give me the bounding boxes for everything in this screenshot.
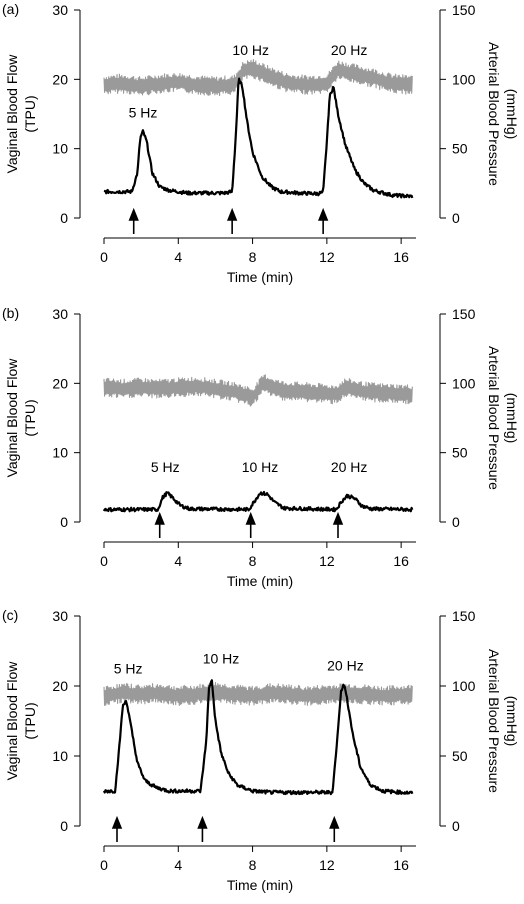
frequency-annotation: 10 Hz — [242, 459, 279, 475]
left-tick-label: 30 — [52, 306, 68, 322]
right-tick-label: 100 — [452, 71, 476, 87]
x-tick-label: 12 — [319, 857, 335, 873]
stimulus-arrow — [111, 815, 123, 842]
x-tick-label: 4 — [174, 249, 182, 265]
left-tick-label: 10 — [52, 748, 68, 764]
left-y-label: (TPU) — [22, 399, 38, 436]
right-y-label: (mmHg) — [504, 696, 520, 747]
right-tick-label: 50 — [452, 445, 468, 461]
x-tick-label: 8 — [249, 249, 257, 265]
right-y-label: Arterial Blood Pressure — [486, 649, 502, 793]
panel-c: (c) 0 10 20 30 0 50 100 150 0 4 8 12 16 Time (min) Vagi… — [2, 607, 520, 893]
stimulus-arrow-head — [111, 815, 123, 829]
stimulus-arrow-head — [154, 511, 165, 525]
frequency-annotation: 20 Hz — [331, 42, 368, 58]
stimulus-arrow — [245, 511, 256, 538]
right-tick-label: 50 — [452, 748, 468, 764]
blood-pressure-trace — [103, 681, 413, 707]
blood-pressure-trace — [103, 374, 413, 407]
left-tick-label: 0 — [60, 818, 68, 834]
left-y-label: (TPU) — [22, 702, 38, 739]
stimulus-arrow-head — [245, 511, 256, 525]
x-tick-label: 16 — [393, 249, 409, 265]
right-tick-label: 50 — [452, 141, 468, 157]
x-tick-label: 16 — [393, 553, 409, 569]
blood-flow-trace — [102, 490, 414, 513]
blood-flow-trace — [102, 679, 414, 796]
panel-label: (c) — [2, 607, 18, 623]
x-tick-label: 0 — [100, 553, 108, 569]
stimulus-arrow — [197, 815, 208, 842]
x-tick-label: 0 — [100, 249, 108, 265]
right-tick-label: 0 — [452, 210, 460, 226]
blood-pressure-trace — [103, 58, 413, 97]
x-tick-label: 12 — [319, 553, 335, 569]
x-tick-label: 0 — [100, 857, 108, 873]
panel-a: (a) 0 10 20 30 0 50 100 150 0 4 8 12 16 Time (min) Vagi… — [2, 1, 520, 285]
left-y-label: (TPU) — [22, 95, 38, 132]
left-tick-label: 0 — [60, 514, 68, 530]
x-axis-label: Time (min) — [227, 269, 293, 285]
blood-flow-trace — [103, 77, 414, 199]
x-tick-label: 12 — [319, 249, 335, 265]
left-tick-label: 20 — [52, 678, 68, 694]
stimulus-arrow — [332, 511, 344, 538]
frequency-annotation: 5 Hz — [129, 104, 158, 120]
stimulus-arrow — [128, 207, 139, 234]
frequency-annotation: 20 Hz — [327, 658, 364, 674]
x-tick-label: 8 — [249, 857, 257, 873]
stimulus-arrow-head — [128, 207, 139, 221]
stimulus-arrow-head — [197, 815, 208, 829]
left-y-label: Vaginal Blood Flow — [4, 358, 20, 478]
stimulus-arrow-head — [329, 815, 340, 829]
panel-label: (a) — [2, 1, 19, 17]
right-tick-label: 150 — [452, 608, 476, 624]
left-tick-label: 30 — [52, 608, 68, 624]
right-y-label: Arterial Blood Pressure — [486, 346, 502, 490]
x-tick-label: 4 — [174, 857, 182, 873]
right-y-label: (mmHg) — [504, 89, 520, 140]
frequency-annotation: 20 Hz — [331, 459, 368, 475]
left-y-label: Vaginal Blood Flow — [4, 54, 20, 174]
left-tick-label: 30 — [52, 2, 68, 18]
left-tick-label: 10 — [52, 445, 68, 461]
frequency-annotation: 10 Hz — [232, 42, 269, 58]
right-y-label: Arterial Blood Pressure — [486, 42, 502, 186]
stimulus-arrow — [329, 815, 340, 842]
frequency-annotation: 5 Hz — [151, 459, 180, 475]
x-tick-label: 8 — [249, 553, 257, 569]
frequency-annotation: 10 Hz — [203, 651, 240, 667]
panel-label: (b) — [2, 305, 19, 321]
right-tick-label: 100 — [452, 375, 476, 391]
stimulus-arrow — [154, 511, 165, 538]
left-tick-label: 0 — [60, 210, 68, 226]
stimulus-arrow-head — [317, 207, 329, 221]
right-tick-label: 0 — [452, 818, 460, 834]
x-tick-label: 16 — [393, 857, 409, 873]
stimulus-arrow — [317, 207, 329, 234]
right-y-label: (mmHg) — [504, 393, 520, 444]
stimulus-arrow-head — [332, 511, 344, 525]
frequency-annotation: 5 Hz — [114, 660, 143, 676]
x-tick-label: 4 — [174, 553, 182, 569]
right-tick-label: 150 — [452, 306, 476, 322]
right-tick-label: 150 — [452, 2, 476, 18]
left-tick-label: 20 — [52, 71, 68, 87]
stimulus-arrow-head — [226, 207, 238, 221]
left-y-label: Vaginal Blood Flow — [4, 661, 20, 781]
x-axis-label: Time (min) — [227, 877, 293, 893]
left-tick-label: 10 — [52, 141, 68, 157]
stimulus-arrow — [226, 207, 238, 234]
x-axis-label: Time (min) — [227, 573, 293, 589]
panel-b: (b) 0 10 20 30 0 50 100 150 0 4 8 12 16 Time (min) Vagi… — [2, 305, 520, 589]
right-tick-label: 0 — [452, 514, 460, 530]
right-tick-label: 100 — [452, 678, 476, 694]
left-tick-label: 20 — [52, 375, 68, 391]
